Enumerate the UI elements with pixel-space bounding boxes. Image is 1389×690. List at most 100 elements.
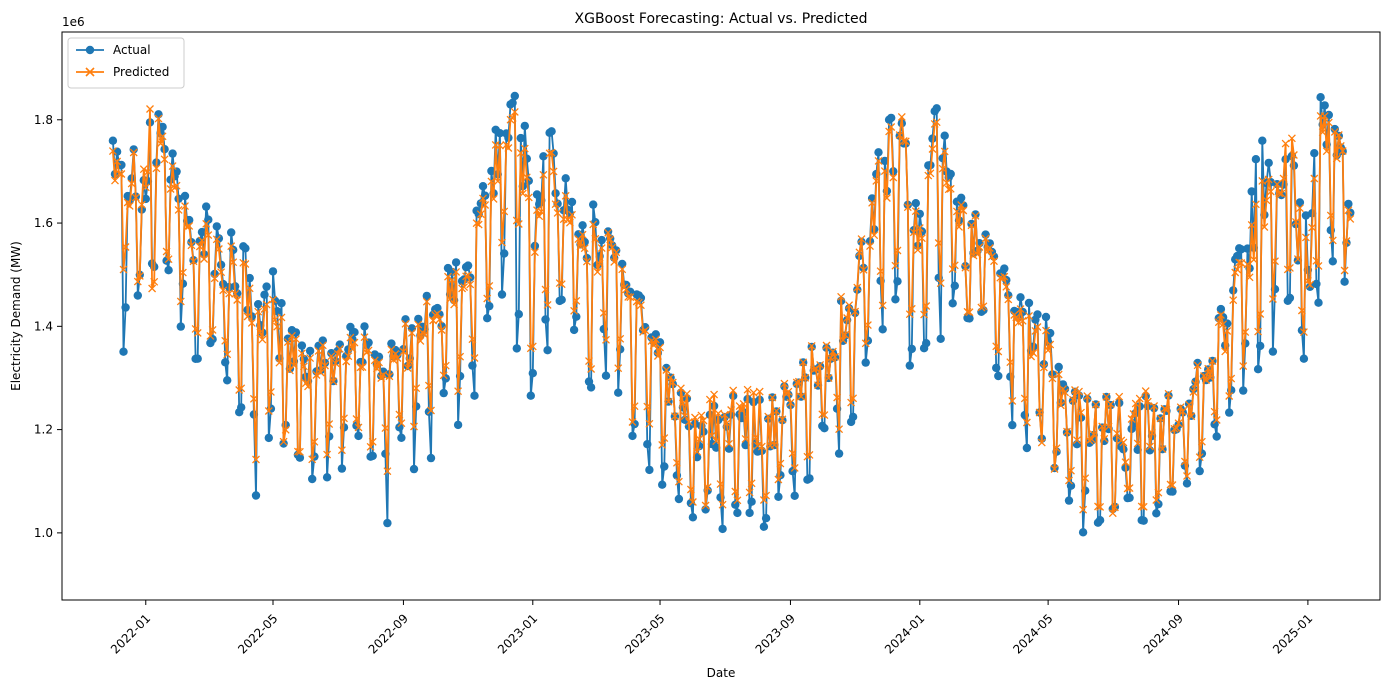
point-actual bbox=[932, 104, 941, 113]
point-predicted bbox=[680, 412, 689, 421]
point-predicted bbox=[971, 211, 980, 220]
point-actual bbox=[1195, 466, 1204, 476]
point-actual bbox=[1258, 136, 1267, 145]
point-actual bbox=[1016, 293, 1025, 302]
point-actual bbox=[569, 325, 579, 335]
point-predicted bbox=[788, 449, 797, 458]
point-predicted bbox=[399, 347, 408, 356]
point-predicted bbox=[1154, 488, 1163, 497]
y-tick-label: 1.4 bbox=[34, 319, 53, 333]
point-predicted bbox=[181, 202, 189, 211]
point-predicted bbox=[622, 285, 631, 294]
point-predicted bbox=[774, 475, 783, 484]
point-predicted bbox=[762, 491, 771, 500]
point-predicted bbox=[541, 285, 550, 294]
point-predicted bbox=[1089, 430, 1098, 439]
point-predicted bbox=[233, 296, 242, 304]
point-actual bbox=[967, 219, 976, 229]
point-actual bbox=[1299, 354, 1309, 363]
point-predicted bbox=[684, 417, 693, 426]
point-actual bbox=[861, 358, 870, 367]
point-actual bbox=[204, 215, 213, 224]
point-actual bbox=[1046, 328, 1055, 338]
point-predicted bbox=[967, 221, 976, 230]
point-actual bbox=[741, 440, 750, 450]
point-actual bbox=[158, 122, 167, 132]
point-actual bbox=[940, 131, 949, 140]
point-predicted bbox=[616, 334, 625, 343]
point-predicted bbox=[360, 333, 369, 342]
point-predicted bbox=[845, 301, 854, 310]
point-predicted bbox=[1033, 323, 1042, 331]
point-predicted bbox=[514, 220, 523, 228]
point-predicted bbox=[1048, 374, 1057, 383]
point-actual bbox=[528, 369, 537, 378]
point-predicted bbox=[368, 437, 377, 446]
point-actual bbox=[407, 324, 417, 333]
point-actual bbox=[223, 376, 232, 385]
point-predicted bbox=[479, 194, 487, 203]
point-predicted bbox=[1195, 453, 1204, 462]
point-predicted bbox=[243, 312, 252, 321]
point-predicted bbox=[424, 381, 433, 390]
point-predicted bbox=[433, 309, 442, 318]
point-actual bbox=[251, 491, 261, 500]
point-predicted bbox=[693, 447, 702, 456]
point-predicted bbox=[269, 295, 277, 304]
point-predicted bbox=[172, 181, 181, 190]
point-predicted bbox=[264, 407, 273, 415]
point-predicted bbox=[975, 243, 984, 251]
point-predicted bbox=[1310, 174, 1319, 183]
y-axis-label: Electricity Demand (MW) bbox=[9, 241, 23, 391]
point-predicted bbox=[1338, 147, 1347, 155]
point-actual bbox=[426, 453, 436, 463]
point-predicted bbox=[1303, 276, 1312, 285]
point-actual bbox=[759, 522, 769, 531]
point-predicted bbox=[1314, 261, 1323, 270]
point-predicted bbox=[389, 355, 398, 364]
point-predicted bbox=[212, 235, 221, 244]
point-predicted bbox=[293, 447, 302, 456]
point-actual bbox=[612, 246, 621, 255]
point-actual bbox=[180, 191, 190, 201]
point-actual bbox=[1022, 443, 1032, 453]
point-predicted bbox=[321, 361, 329, 370]
point-predicted bbox=[597, 244, 606, 253]
point-predicted bbox=[688, 498, 697, 506]
point-predicted bbox=[948, 265, 957, 274]
point-predicted bbox=[325, 420, 334, 429]
point-predicted bbox=[1306, 280, 1314, 289]
point-predicted bbox=[1139, 502, 1148, 511]
point-actual bbox=[893, 277, 902, 286]
point-predicted bbox=[955, 222, 963, 231]
point-predicted bbox=[356, 363, 365, 372]
point-predicted bbox=[1264, 175, 1273, 184]
point-predicted bbox=[117, 170, 126, 178]
point-predicted bbox=[1031, 326, 1040, 335]
point-predicted bbox=[847, 398, 856, 407]
point-predicted bbox=[859, 265, 868, 274]
point-actual bbox=[971, 210, 980, 219]
point-predicted bbox=[1044, 346, 1053, 355]
point-predicted bbox=[578, 230, 587, 239]
point-actual bbox=[1233, 251, 1242, 261]
point-predicted bbox=[1223, 327, 1232, 335]
point-actual bbox=[512, 344, 521, 353]
point-predicted bbox=[1295, 204, 1304, 213]
legend-entry-predicted: Predicted bbox=[76, 65, 169, 79]
point-predicted bbox=[113, 157, 122, 166]
point-predicted bbox=[1102, 392, 1111, 401]
point-predicted bbox=[111, 176, 119, 185]
point-predicted bbox=[820, 411, 829, 420]
point-actual bbox=[878, 325, 887, 334]
point-actual bbox=[154, 110, 163, 119]
point-predicted bbox=[658, 440, 667, 449]
point-predicted bbox=[1127, 415, 1136, 423]
point-predicted bbox=[653, 352, 662, 360]
point-actual bbox=[1340, 277, 1349, 286]
point-predicted bbox=[851, 307, 860, 316]
point-predicted bbox=[1067, 466, 1075, 475]
point-actual bbox=[262, 282, 271, 291]
x-axis-label: Date bbox=[707, 666, 736, 680]
point-predicted bbox=[466, 280, 475, 289]
